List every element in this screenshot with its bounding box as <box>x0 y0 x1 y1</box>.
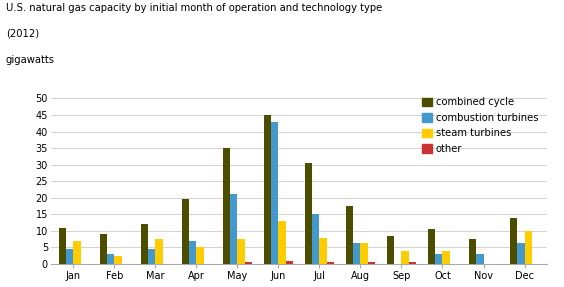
Bar <box>237 239 245 264</box>
Bar <box>327 262 334 264</box>
Bar <box>368 262 375 264</box>
Bar <box>182 199 189 264</box>
Bar <box>73 241 81 264</box>
Text: U.S. natural gas capacity by initial month of operation and technology type: U.S. natural gas capacity by initial mon… <box>6 3 382 13</box>
Bar <box>100 234 107 264</box>
Bar <box>279 221 286 264</box>
Bar <box>305 163 312 264</box>
Bar <box>428 229 435 264</box>
Bar <box>443 251 450 264</box>
Bar <box>435 254 443 264</box>
Bar <box>312 214 319 264</box>
Bar <box>107 254 114 264</box>
Bar <box>140 224 148 264</box>
Bar <box>155 239 163 264</box>
Bar <box>223 148 230 264</box>
Bar <box>353 243 360 264</box>
Bar <box>476 254 483 264</box>
Bar <box>286 261 293 264</box>
Bar <box>319 238 327 264</box>
Legend: combined cycle, combustion turbines, steam turbines, other: combined cycle, combustion turbines, ste… <box>417 93 542 158</box>
Bar <box>387 236 394 264</box>
Bar <box>230 195 237 264</box>
Bar <box>510 218 517 264</box>
Text: (2012): (2012) <box>6 29 39 39</box>
Bar <box>271 122 279 264</box>
Bar <box>148 249 155 264</box>
Bar <box>525 231 532 264</box>
Bar <box>66 249 73 264</box>
Bar <box>189 241 196 264</box>
Bar <box>114 256 122 264</box>
Bar <box>196 247 204 264</box>
Bar <box>360 243 368 264</box>
Bar <box>409 262 416 264</box>
Bar <box>346 206 353 264</box>
Bar <box>59 228 66 264</box>
Bar <box>517 243 525 264</box>
Bar <box>402 251 409 264</box>
Bar <box>263 115 271 264</box>
Text: gigawatts: gigawatts <box>6 55 55 65</box>
Bar <box>469 239 476 264</box>
Bar <box>245 262 252 264</box>
